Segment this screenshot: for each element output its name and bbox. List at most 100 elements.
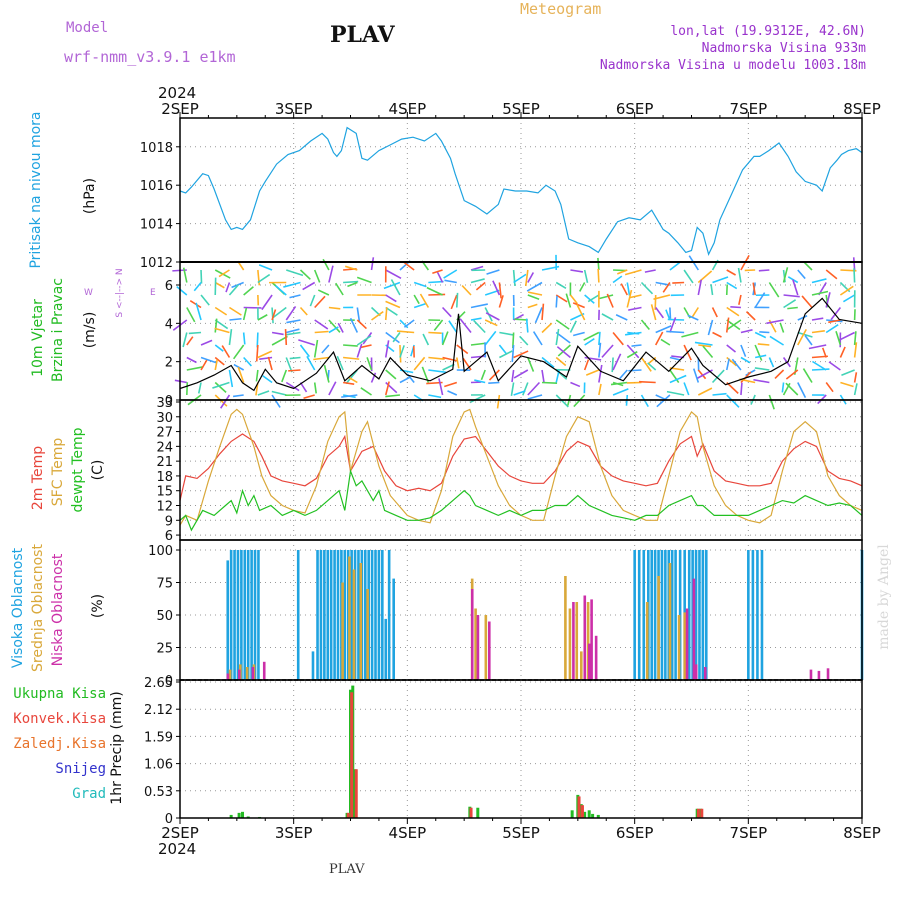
wind-barb bbox=[385, 331, 400, 344]
wind-barb bbox=[193, 281, 202, 292]
y-tick-label: 0.53 bbox=[144, 785, 173, 800]
wind-barb bbox=[474, 379, 486, 384]
wind-barb bbox=[510, 382, 515, 397]
y-tick-label: 75 bbox=[156, 577, 173, 592]
y-tick-label: 6 bbox=[165, 279, 173, 294]
wind-panel: 0 2 4 6 bbox=[165, 254, 863, 410]
x-tick-label-bottom: 3SEP bbox=[275, 824, 313, 842]
bar-3-0 bbox=[357, 550, 360, 680]
wind-barb bbox=[267, 356, 273, 371]
wind-barb bbox=[725, 358, 730, 371]
wind-barb bbox=[712, 392, 727, 396]
bar-3-2 bbox=[470, 589, 474, 680]
temp-unit: (C) bbox=[90, 459, 106, 481]
bar-3-1 bbox=[668, 563, 672, 680]
wind-barb bbox=[271, 335, 288, 346]
wind-barb bbox=[842, 294, 856, 303]
wind-barb bbox=[624, 331, 642, 336]
bar-3-0 bbox=[670, 550, 674, 680]
wind-barb bbox=[740, 356, 751, 364]
year-label-top: 2024 bbox=[158, 84, 196, 102]
wind-barb bbox=[838, 331, 855, 342]
wind-barb bbox=[432, 269, 443, 275]
y-tick-label: 33 bbox=[156, 396, 173, 411]
wind-barb bbox=[237, 366, 245, 383]
wind-barb bbox=[797, 382, 807, 398]
wind-barb bbox=[672, 281, 685, 284]
bar-3-1 bbox=[580, 651, 583, 680]
wind-barb bbox=[801, 295, 813, 309]
wind-barb bbox=[541, 369, 545, 383]
wind-barb bbox=[480, 369, 486, 381]
wind-barb bbox=[853, 331, 857, 346]
wind-barb bbox=[726, 394, 740, 408]
wind-barb bbox=[343, 356, 360, 360]
bar-3-0 bbox=[333, 550, 336, 680]
wind-barb bbox=[758, 269, 770, 272]
y-tick-label: 4 bbox=[165, 317, 173, 332]
wind-barb bbox=[712, 331, 722, 338]
bar-3-0 bbox=[653, 550, 657, 680]
bar-3-0 bbox=[760, 550, 764, 680]
bar-3-2 bbox=[826, 668, 830, 680]
wind-barb bbox=[726, 319, 742, 331]
product-title: Meteogram bbox=[520, 0, 602, 18]
wind-barb bbox=[200, 294, 210, 306]
wind-barb bbox=[498, 295, 504, 308]
bar-3-2 bbox=[692, 578, 696, 680]
bar-3-0 bbox=[311, 651, 315, 680]
bar-3-2 bbox=[694, 664, 698, 680]
x-tick-label-top: 7SEP bbox=[730, 100, 768, 118]
y-tick-label: 27 bbox=[156, 426, 173, 441]
bar-4-0 bbox=[583, 811, 587, 818]
wind-barb bbox=[403, 261, 415, 271]
temp-sfc-label: SFC Temp bbox=[50, 437, 66, 507]
wind-barb bbox=[214, 319, 229, 330]
y-tick-label: 30 bbox=[156, 411, 173, 426]
wind-barb bbox=[759, 331, 770, 334]
wind-barb bbox=[470, 355, 487, 359]
wind-barb bbox=[286, 269, 304, 277]
wind-barb bbox=[229, 306, 242, 316]
wind-barb bbox=[200, 269, 203, 284]
wind-barb bbox=[356, 307, 361, 322]
wind-barb bbox=[261, 294, 273, 311]
wind-barb bbox=[488, 381, 500, 385]
wind-barb bbox=[711, 307, 718, 318]
wind-barb bbox=[314, 295, 326, 309]
wind-barb bbox=[839, 346, 846, 358]
wind-barb bbox=[768, 394, 775, 410]
x-tick-label-top: 4SEP bbox=[389, 100, 427, 118]
wind-barb bbox=[498, 282, 502, 299]
legend-grad: Grad bbox=[72, 786, 106, 802]
wind-barb bbox=[345, 369, 358, 385]
wind-barb bbox=[498, 344, 508, 355]
cloud-high-label: Visoka Oblacnost bbox=[10, 547, 26, 669]
wind-barb bbox=[286, 328, 300, 334]
wind-barb bbox=[768, 282, 780, 298]
wind-barb bbox=[840, 381, 854, 388]
bar-4-1 bbox=[350, 692, 354, 818]
bar-4-1 bbox=[580, 805, 584, 818]
wind-barb bbox=[573, 331, 585, 337]
wind-barb bbox=[413, 302, 427, 309]
wind-barb bbox=[828, 361, 841, 371]
wind-barb bbox=[853, 342, 858, 358]
pressure-panel: 1012 1014 1016 1018 bbox=[140, 117, 863, 271]
wind-barb bbox=[473, 319, 486, 334]
wind-barb bbox=[787, 306, 798, 310]
wind-barb bbox=[598, 383, 602, 396]
wind-barb bbox=[186, 336, 194, 346]
wind-barb bbox=[442, 356, 458, 362]
wind-barb bbox=[322, 258, 330, 271]
wind-barb bbox=[669, 369, 680, 384]
wind-barb bbox=[200, 339, 213, 346]
wind-barb bbox=[569, 294, 578, 305]
wind-barb bbox=[286, 319, 301, 324]
wind-barb bbox=[176, 286, 188, 296]
wind-barb bbox=[443, 269, 458, 279]
legend-zaledj: Zaledj.Kisa bbox=[13, 736, 106, 752]
bar-4-1 bbox=[700, 808, 704, 818]
bar-3-0 bbox=[343, 550, 347, 680]
bar-3-1 bbox=[348, 556, 351, 680]
